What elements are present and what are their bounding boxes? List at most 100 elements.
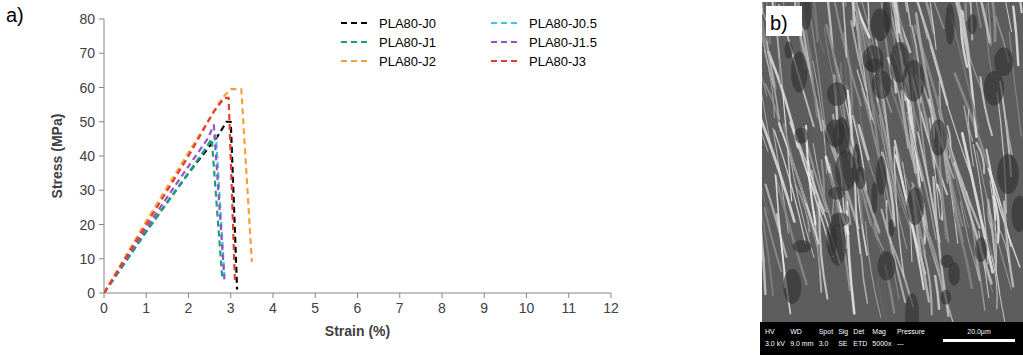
x-tick-label: 7 [396,300,404,316]
shadow-spot [984,71,1004,106]
legend-label: PLA80-J1.5 [529,35,597,50]
legend-swatch [491,22,521,24]
x-tick [611,293,612,298]
legend-label: PLA80-J1 [379,35,436,50]
x-tick-label: 1 [142,300,150,316]
fiber-streak [997,93,1006,213]
fiber-streak [766,185,787,257]
x-axis-title: Strain (%) [325,323,390,339]
y-tick-label: 70 [79,45,95,61]
panel-label: a) [6,4,24,26]
fiber-streak [859,125,869,159]
y-tick [99,121,104,122]
fiber-streak [813,61,827,174]
shadow-spot [876,156,887,195]
y-tick [99,293,104,294]
shadow-spot [871,182,877,214]
shadow-spot [997,154,1019,194]
y-tick-label: 40 [79,148,95,164]
legend-swatch [341,41,371,43]
micrograph-ground [762,2,1023,322]
info-value: 9.0 mm [790,340,814,347]
fiber-streak [812,171,825,211]
info-bar [760,322,1023,355]
fiber-streak [964,106,973,166]
series-line [104,122,237,293]
x-tick-label: 10 [519,300,535,316]
shadow-spot [826,223,837,256]
scale-bar-label: 20.0µm [967,328,991,336]
fiber-streak [767,41,779,119]
shadow-spot [1011,196,1023,232]
info-value: 3.0 [819,340,829,347]
x-tick [357,293,358,298]
legend-swatch [341,22,371,24]
fiber-streak [822,160,825,194]
x-tick-label: 4 [269,300,277,316]
y-tick [99,87,104,88]
shadow-spot [794,127,808,143]
fiber-streak [973,145,988,265]
info-header: HV [765,328,775,335]
info-header: Det [853,328,864,335]
x-tick [188,293,189,298]
shadow-spot [784,41,792,59]
legend-label: PLA80-J0 [379,16,436,31]
shadow-spot [855,167,866,190]
shadow-spot [930,119,947,155]
x-tick-label: 5 [311,300,319,316]
shadow-spot [975,237,987,262]
shadow-spot [783,269,801,304]
info-header: Mag [872,328,886,336]
fiber-streak [777,214,785,287]
shadow-spot [793,240,812,253]
x-tick-label: 3 [227,300,235,316]
series-line [104,89,252,293]
micrograph-image [762,2,1023,322]
fiber-streak [762,60,768,152]
series-line [104,135,224,293]
legend-label: PLA80-J0.5 [529,16,597,31]
shadow-spot [871,8,890,41]
info-value: 3.0 kV [765,340,785,347]
series-line [104,98,235,293]
fiber-streak [956,2,970,58]
y-tick-label: 60 [79,80,95,96]
fiber-streak [1003,2,1012,32]
series-line [104,139,222,293]
shadow-spot [888,219,894,237]
y-tick [99,258,104,259]
figure: a)010203040506070800123456789101112Strai… [0,0,1023,355]
fiber-streak [1006,120,1012,154]
shadow-spot [945,4,954,45]
y-axis-title: Stress (MPa) [49,114,65,199]
label-patch [766,6,802,36]
fiber-streak [954,163,991,283]
fiber-streak [765,208,782,271]
y-tick [99,53,104,54]
info-header: Spot [819,328,833,336]
y-tick [99,19,104,20]
fiber-streak [896,2,900,32]
shadow-spot [903,60,925,102]
x-tick [526,293,527,298]
fiber-streak [899,2,911,26]
shadow-spot [872,70,891,98]
shadow-spot [941,290,952,305]
shadow-spot [791,51,808,92]
fiber-streak [861,256,867,303]
shadow-spot [948,262,960,286]
legend-label: PLA80-J2 [379,54,436,69]
info-header: Sig [838,328,848,336]
shadow-spot [835,150,856,191]
info-value: SE [838,340,848,347]
fiber-streak [1009,32,1021,136]
fiber-streak [762,153,763,261]
fiber-streak [762,2,765,41]
y-tick [99,156,104,157]
x-tick [230,293,231,298]
shadow-spot [905,293,919,322]
y-tick-label: 0 [87,285,95,301]
shadow-spot [968,14,977,35]
fiber-streak [874,219,883,250]
